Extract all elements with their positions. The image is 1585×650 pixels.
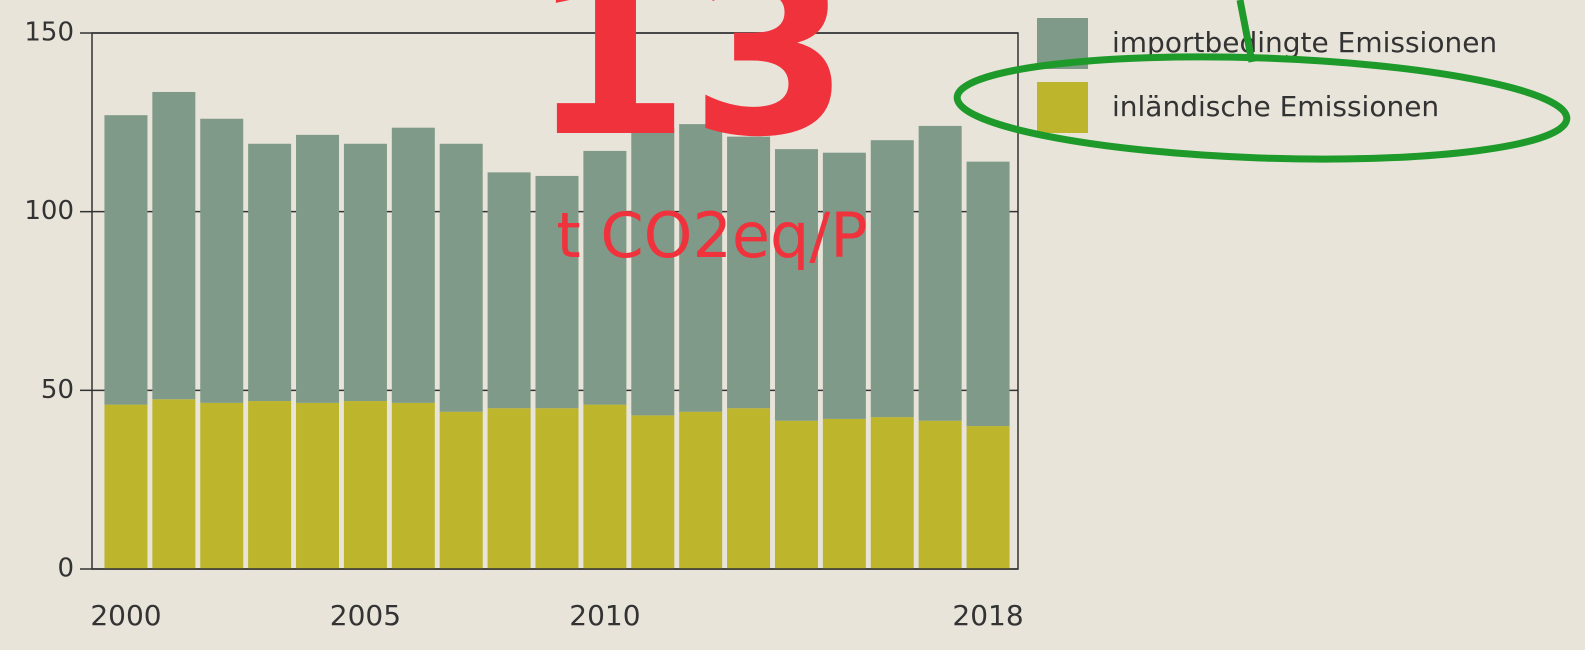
bar-segment xyxy=(727,408,770,569)
bar-segment xyxy=(152,92,195,399)
annotation: 13 xyxy=(530,0,850,188)
y-tick-label: 0 xyxy=(57,554,74,584)
bar-segment xyxy=(919,421,962,569)
bar-segment xyxy=(200,403,243,569)
y-tick-label: 50 xyxy=(41,375,74,405)
legend-label: inländische Emissionen xyxy=(1112,90,1439,123)
bar-segment xyxy=(104,115,147,404)
bar-segment xyxy=(919,126,962,421)
bar-segment xyxy=(488,408,531,569)
bar-segment xyxy=(344,401,387,569)
bar-segment xyxy=(823,153,866,419)
bar-segment xyxy=(248,401,291,569)
bar-segment xyxy=(967,426,1010,569)
x-tick-label: 2018 xyxy=(952,599,1023,632)
bar-segment xyxy=(152,399,195,569)
bar-segment xyxy=(488,172,531,408)
bar-segment xyxy=(679,412,722,569)
bar-segment xyxy=(392,128,435,403)
bar-segment xyxy=(296,403,339,569)
x-tick-label: 2010 xyxy=(569,599,640,632)
bar-segment xyxy=(871,417,914,569)
y-tick-label: 150 xyxy=(24,18,74,48)
bar-segment xyxy=(440,144,483,412)
bar-segment xyxy=(631,415,674,569)
bar-segment xyxy=(248,144,291,401)
bar-segment xyxy=(344,144,387,401)
bar-segment xyxy=(583,151,626,405)
legend-swatch xyxy=(1037,82,1088,133)
annotation: t CO2eq/P xyxy=(556,199,867,272)
bar-segment xyxy=(296,135,339,403)
bar-segment xyxy=(536,408,579,569)
x-tick-label: 2005 xyxy=(330,599,401,632)
bar-segment xyxy=(967,162,1010,426)
bar-segment xyxy=(104,405,147,569)
bar-segment xyxy=(440,412,483,569)
bar-segment xyxy=(871,140,914,417)
bar-segment xyxy=(775,149,818,421)
bar-segment xyxy=(775,421,818,569)
bar-segment xyxy=(823,419,866,569)
bar-segment xyxy=(200,119,243,403)
x-tick-label: 2000 xyxy=(90,599,161,632)
y-tick-label: 100 xyxy=(24,196,74,226)
bar-segment xyxy=(392,403,435,569)
chart: 0501001502000200520102018importbedingte … xyxy=(0,0,1585,650)
bar-segment xyxy=(583,405,626,569)
